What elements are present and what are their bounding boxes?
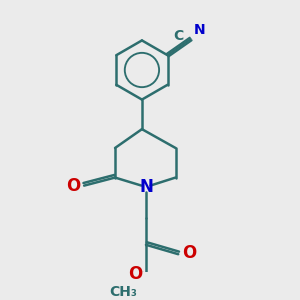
- Text: N: N: [139, 178, 153, 196]
- Text: O: O: [128, 266, 142, 284]
- Text: N: N: [194, 23, 206, 37]
- Text: CH₃: CH₃: [109, 285, 137, 299]
- Text: O: O: [182, 244, 197, 262]
- Text: C: C: [173, 29, 183, 43]
- Text: O: O: [66, 177, 80, 195]
